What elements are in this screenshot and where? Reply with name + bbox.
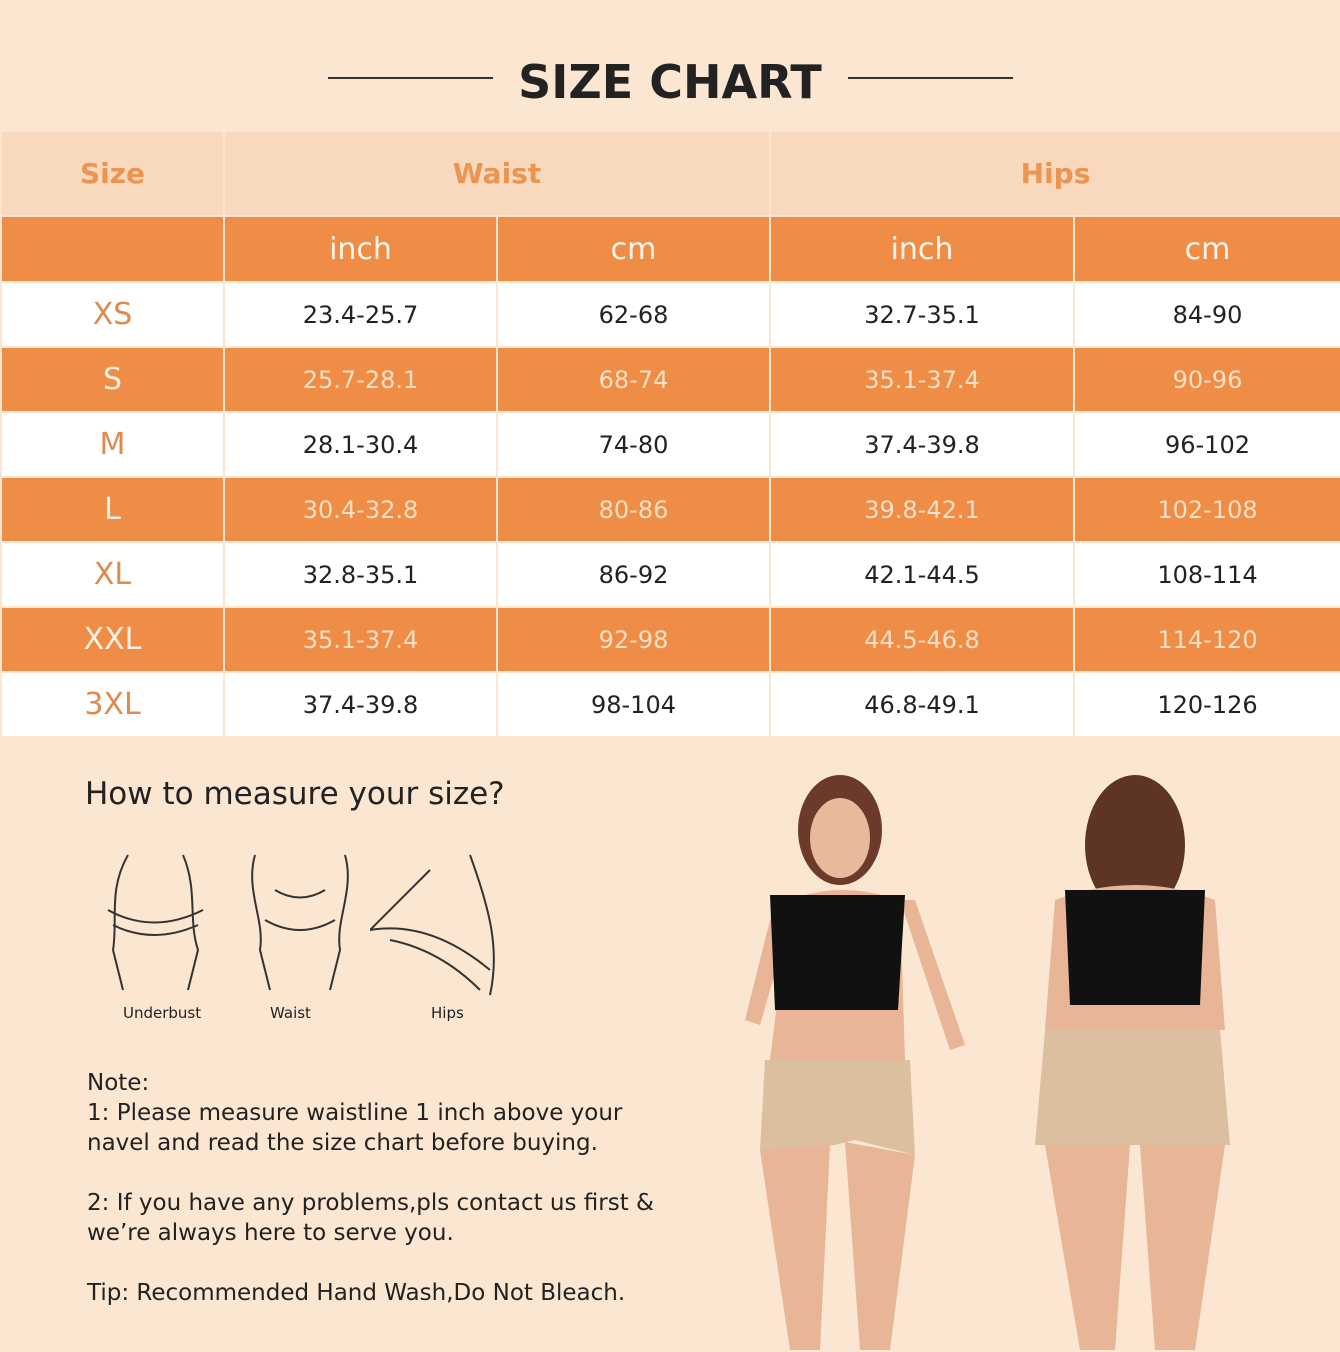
size-cell: M: [0, 411, 225, 478]
table-row: S 25.7-28.1 68-74 35.1-37.4 90-96: [0, 346, 1340, 413]
hips-inch-cell: 46.8-49.1: [769, 671, 1075, 738]
waist-inch-cell: 25.7-28.1: [223, 346, 498, 413]
title-divider-right: [848, 77, 1013, 79]
waist-figure-icon: [251, 854, 349, 991]
title-divider-left: [328, 77, 493, 79]
waist-cm-cell: 80-86: [496, 476, 771, 543]
size-table: Size Waist Hips inch cm inch cm XS 23.4-2…: [0, 130, 1340, 738]
waist-cm-cell: 98-104: [496, 671, 771, 738]
table-row: L 30.4-32.8 80-86 39.8-42.1 102-108: [0, 476, 1340, 543]
model-front-photo: [745, 775, 965, 1350]
table-row: M 28.1-30.4 74-80 37.4-39.8 96-102: [0, 411, 1340, 478]
waist-inch-cell: 32.8-35.1: [223, 541, 498, 608]
figure-label-underbust: Underbust: [123, 1004, 202, 1022]
header-waist: Waist: [223, 130, 771, 217]
note-1-line-1: 1: Please measure waistline 1 inch above…: [87, 1100, 623, 1126]
page-title: SIZE CHART: [518, 55, 822, 109]
size-cell: 3XL: [0, 671, 225, 738]
notes: Note: 1: Please measure waistline 1 inch…: [87, 1068, 654, 1308]
figure-label-waist: Waist: [270, 1004, 311, 1022]
note-2-line-1: 2: If you have any problems,pls contact …: [87, 1190, 654, 1216]
waist-inch-cell: 23.4-25.7: [223, 281, 498, 348]
care-tip: Tip: Recommended Hand Wash,Do Not Bleach…: [87, 1280, 626, 1306]
header-size: Size: [0, 130, 225, 217]
table-row: 3XL 37.4-39.8 98-104 46.8-49.1 120-126: [0, 671, 1340, 738]
unit-waist-cm: cm: [496, 215, 771, 283]
size-cell: S: [0, 346, 225, 413]
unit-row: inch cm inch cm: [0, 215, 1340, 283]
underbust-figure-icon: [107, 854, 204, 991]
title-area: SIZE CHART: [0, 0, 1340, 130]
waist-cm-cell: 74-80: [496, 411, 771, 478]
header-row: Size Waist Hips: [0, 130, 1340, 217]
hips-inch-cell: 35.1-37.4: [769, 346, 1075, 413]
table-row: XS 23.4-25.7 62-68 32.7-35.1 84-90: [0, 281, 1340, 348]
size-cell: L: [0, 476, 225, 543]
table-row: XXL 35.1-37.4 92-98 44.5-46.8 114-120: [0, 606, 1340, 673]
waist-inch-cell: 37.4-39.8: [223, 671, 498, 738]
size-cell: XS: [0, 281, 225, 348]
hips-inch-cell: 37.4-39.8: [769, 411, 1075, 478]
hips-inch-cell: 42.1-44.5: [769, 541, 1075, 608]
waist-cm-cell: 86-92: [496, 541, 771, 608]
unit-waist-inch: inch: [223, 215, 498, 283]
unit-hips-cm: cm: [1073, 215, 1340, 283]
hips-cm-cell: 84-90: [1073, 281, 1340, 348]
note-2-line-2: we’re always here to serve you.: [87, 1220, 454, 1246]
hips-inch-cell: 39.8-42.1: [769, 476, 1075, 543]
waist-cm-cell: 62-68: [496, 281, 771, 348]
hips-cm-cell: 90-96: [1073, 346, 1340, 413]
notes-label: Note:: [87, 1070, 150, 1096]
waist-inch-cell: 30.4-32.8: [223, 476, 498, 543]
unit-blank: [0, 215, 225, 283]
hips-inch-cell: 44.5-46.8: [769, 606, 1075, 673]
header-hips: Hips: [769, 130, 1340, 217]
hips-cm-cell: 120-126: [1073, 671, 1340, 738]
hips-cm-cell: 96-102: [1073, 411, 1340, 478]
table-row: XL 32.8-35.1 86-92 42.1-44.5 108-114: [0, 541, 1340, 608]
waist-inch-cell: 28.1-30.4: [223, 411, 498, 478]
unit-hips-inch: inch: [769, 215, 1075, 283]
note-1-line-2: navel and read the size chart before buy…: [87, 1130, 598, 1156]
measure-heading: How to measure your size?: [85, 776, 505, 812]
model-back-photo: [1035, 775, 1230, 1350]
hips-cm-cell: 102-108: [1073, 476, 1340, 543]
waist-cm-cell: 92-98: [496, 606, 771, 673]
hips-figure-icon: [370, 854, 495, 996]
hips-inch-cell: 32.7-35.1: [769, 281, 1075, 348]
waist-inch-cell: 35.1-37.4: [223, 606, 498, 673]
figure-label-hips: Hips: [431, 1004, 464, 1022]
hips-cm-cell: 114-120: [1073, 606, 1340, 673]
hips-cm-cell: 108-114: [1073, 541, 1340, 608]
waist-cm-cell: 68-74: [496, 346, 771, 413]
size-cell: XL: [0, 541, 225, 608]
size-cell: XXL: [0, 606, 225, 673]
